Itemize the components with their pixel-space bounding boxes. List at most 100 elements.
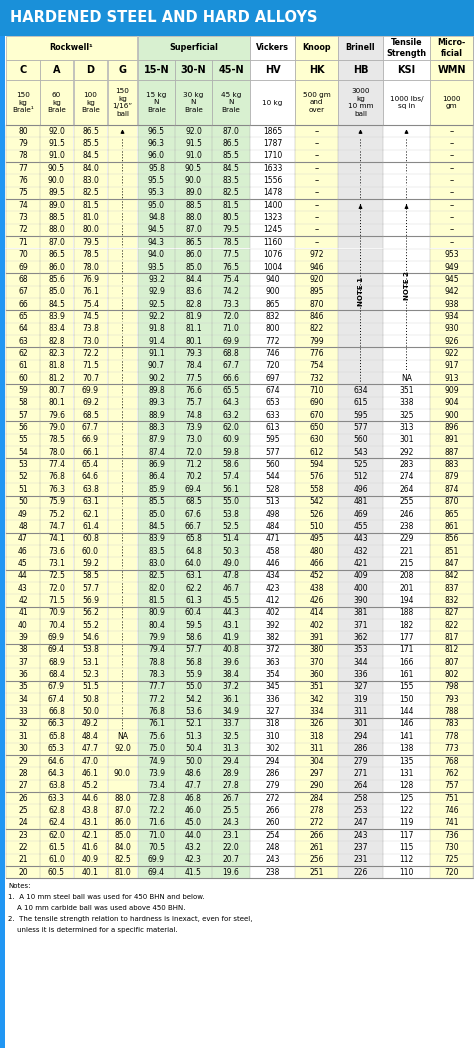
Text: 46.7: 46.7 [222, 584, 239, 592]
Bar [212, 483, 250, 496]
Bar [40, 434, 73, 446]
Text: 812: 812 [444, 646, 459, 654]
Text: 30-N: 30-N [181, 65, 206, 75]
Text: 402: 402 [309, 620, 324, 630]
Bar [175, 767, 212, 780]
Bar [108, 854, 137, 866]
Text: 238: 238 [265, 868, 280, 877]
Text: 75.4: 75.4 [82, 300, 99, 308]
Bar [250, 162, 295, 174]
Bar [250, 174, 295, 187]
Text: 62.2: 62.2 [185, 584, 202, 592]
Bar [250, 409, 295, 421]
Bar [138, 693, 175, 705]
Bar [74, 780, 107, 792]
Text: 86.4: 86.4 [148, 473, 165, 481]
Text: 42.1: 42.1 [82, 831, 99, 839]
Text: 215: 215 [399, 559, 414, 568]
Bar [138, 199, 175, 212]
Bar [40, 643, 73, 656]
Text: 73.1: 73.1 [48, 559, 65, 568]
Bar [295, 854, 338, 866]
Bar [40, 545, 73, 558]
Bar [40, 594, 73, 607]
Text: 327: 327 [265, 707, 280, 716]
Text: 879: 879 [444, 473, 459, 481]
Text: 251: 251 [310, 868, 324, 877]
Text: 76.3: 76.3 [48, 485, 65, 494]
Bar [430, 471, 473, 483]
Text: 434: 434 [265, 571, 280, 581]
Text: 33.7: 33.7 [222, 720, 239, 728]
Text: 40: 40 [18, 620, 28, 630]
Text: 63.3: 63.3 [48, 793, 65, 803]
Text: 81.0: 81.0 [82, 213, 99, 222]
Bar [40, 261, 73, 274]
Text: 43.1: 43.1 [223, 620, 239, 630]
Bar [295, 705, 338, 718]
Text: 49: 49 [18, 509, 28, 519]
Bar [383, 496, 430, 508]
Bar [250, 607, 295, 619]
Text: 85.5: 85.5 [148, 497, 165, 506]
Text: 85.0: 85.0 [148, 509, 165, 519]
Bar [74, 310, 107, 323]
Bar [250, 36, 295, 60]
Text: KSI: KSI [397, 65, 416, 75]
Bar [138, 656, 175, 669]
Text: 807: 807 [444, 658, 459, 667]
Bar [108, 582, 137, 594]
Bar [108, 471, 137, 483]
Bar [212, 310, 250, 323]
Bar [250, 755, 295, 767]
Text: 54.2: 54.2 [185, 695, 202, 704]
Text: 91.0: 91.0 [185, 151, 202, 160]
Text: 20: 20 [18, 868, 28, 877]
Bar [295, 187, 338, 199]
Text: 345: 345 [265, 682, 280, 692]
Text: A: A [53, 65, 60, 75]
Text: 633: 633 [265, 411, 280, 420]
Text: 725: 725 [444, 855, 459, 865]
Bar [383, 359, 430, 372]
Bar [338, 385, 383, 397]
Bar [138, 619, 175, 631]
Bar [108, 842, 137, 854]
Bar [138, 570, 175, 582]
Bar [108, 310, 137, 323]
Bar [295, 656, 338, 669]
Bar [138, 323, 175, 335]
Bar [383, 36, 430, 60]
Bar [175, 261, 212, 274]
Text: 76.6: 76.6 [185, 386, 202, 395]
Bar [40, 471, 73, 483]
Bar [40, 804, 73, 816]
Bar [40, 335, 73, 347]
Text: 82.5: 82.5 [82, 189, 99, 197]
Text: 31.3: 31.3 [223, 744, 239, 754]
Bar [338, 496, 383, 508]
Text: 246: 246 [399, 509, 414, 519]
Text: 311: 311 [353, 707, 368, 716]
Bar [212, 656, 250, 669]
Text: 82.5: 82.5 [114, 855, 131, 865]
Bar [108, 421, 137, 434]
Text: 544: 544 [265, 473, 280, 481]
Text: 247: 247 [353, 818, 368, 827]
Text: 92.2: 92.2 [148, 312, 165, 321]
Bar [74, 866, 107, 878]
Text: 283: 283 [399, 460, 414, 470]
Text: 558: 558 [309, 485, 324, 494]
Text: 55.0: 55.0 [222, 497, 239, 506]
Bar [6, 829, 40, 842]
Bar [6, 854, 40, 866]
Bar [108, 80, 137, 125]
Text: 88.0: 88.0 [185, 213, 202, 222]
Text: 42.3: 42.3 [185, 855, 202, 865]
Bar [212, 496, 250, 508]
Text: 294: 294 [353, 732, 368, 741]
Bar [295, 174, 338, 187]
Bar [430, 804, 473, 816]
Text: 870: 870 [444, 497, 459, 506]
Bar [6, 558, 40, 570]
